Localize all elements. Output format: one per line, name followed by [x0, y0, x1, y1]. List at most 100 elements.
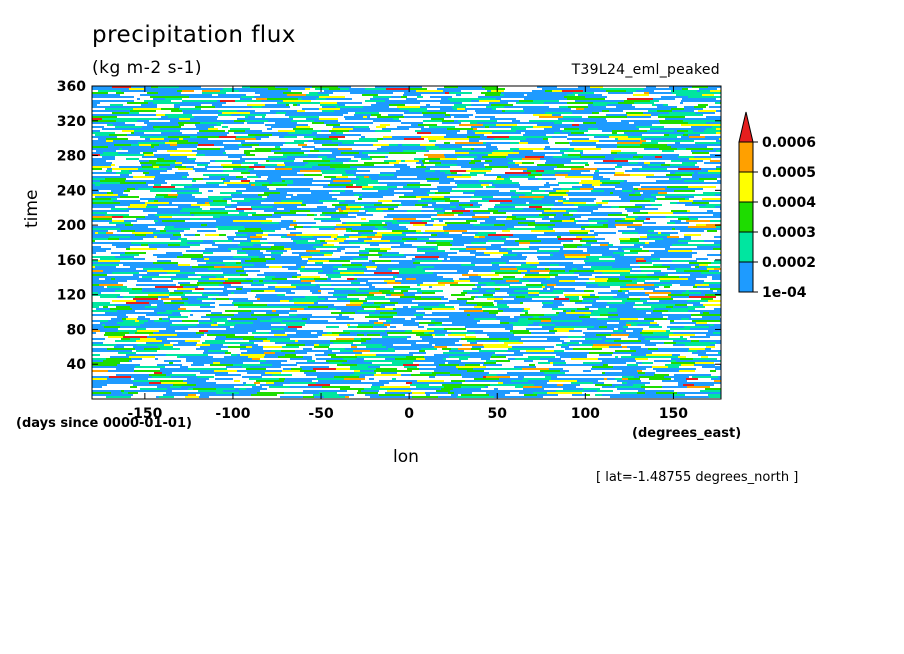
field-cell — [567, 282, 586, 284]
field-cell — [586, 242, 609, 244]
field-cell — [131, 144, 139, 146]
field-cell — [609, 282, 615, 284]
field-cell — [710, 344, 715, 346]
field-cell — [593, 102, 618, 104]
field-cell — [148, 214, 155, 216]
field-cell — [92, 180, 100, 182]
field-cell — [112, 272, 131, 274]
field-cell — [658, 282, 671, 284]
field-cell — [546, 182, 549, 184]
field-cell — [577, 246, 601, 248]
field-cell — [596, 202, 608, 204]
field-cell — [717, 290, 721, 292]
field-cell — [284, 136, 297, 138]
field-cell — [268, 234, 287, 236]
field-cell — [142, 150, 157, 152]
field-cell — [182, 100, 202, 102]
field-cell — [495, 288, 500, 290]
field-cell — [429, 126, 455, 128]
field-cell — [700, 274, 707, 276]
field-cell — [427, 328, 444, 330]
field-cell — [609, 276, 612, 278]
field-cell — [262, 180, 282, 182]
field-cell — [146, 314, 172, 316]
field-cell — [302, 202, 323, 204]
field-cell — [219, 136, 236, 138]
field-cell — [670, 220, 681, 222]
field-cell — [698, 110, 716, 112]
field-cell — [562, 158, 590, 160]
field-cell — [220, 148, 239, 150]
field-cell — [674, 378, 686, 380]
field-cell — [247, 176, 258, 178]
field-cell — [567, 94, 575, 96]
field-cell — [439, 146, 462, 148]
field-cell — [177, 144, 192, 146]
field-cell — [418, 124, 437, 126]
field-cell — [508, 358, 515, 360]
field-cell — [193, 362, 213, 364]
field-cell — [411, 318, 438, 320]
field-cell — [568, 134, 574, 136]
field-cell — [646, 222, 653, 224]
field-cell — [228, 320, 242, 322]
field-cell — [628, 336, 644, 338]
field-cell — [345, 170, 352, 172]
field-cell — [454, 120, 458, 122]
field-cell — [135, 188, 138, 190]
field-cell — [92, 132, 115, 134]
field-cell — [235, 388, 239, 390]
field-cell — [422, 100, 450, 102]
field-cell — [236, 234, 247, 236]
field-cell — [448, 252, 457, 254]
field-cell — [318, 272, 340, 274]
field-cell — [287, 306, 308, 308]
field-cell — [256, 380, 284, 382]
field-cell — [546, 252, 567, 254]
field-cell — [565, 270, 569, 272]
field-cell — [152, 88, 178, 90]
field-cell — [599, 298, 627, 300]
field-cell — [343, 210, 359, 212]
field-cell — [150, 190, 171, 192]
field-cell — [257, 298, 260, 300]
field-cell — [482, 86, 498, 88]
field-cell — [645, 372, 655, 374]
field-cell — [332, 332, 350, 334]
field-cell — [345, 396, 349, 398]
field-cell — [457, 108, 465, 110]
field-cell — [592, 154, 610, 156]
field-cell — [239, 190, 247, 192]
field-cell — [666, 174, 692, 176]
field-cell — [540, 358, 546, 360]
field-cell — [294, 226, 303, 228]
field-cell — [519, 242, 530, 244]
field-cell — [252, 282, 277, 284]
field-cell — [636, 362, 642, 364]
field-cell — [486, 146, 497, 148]
field-cell — [444, 136, 462, 138]
field-cell — [630, 200, 650, 202]
field-cell — [576, 374, 589, 376]
field-cell — [351, 282, 360, 284]
field-cell — [497, 334, 514, 336]
field-cell — [593, 310, 617, 312]
field-cell — [124, 390, 148, 392]
field-cell — [186, 358, 198, 360]
field-cell — [333, 266, 341, 268]
field-cell — [357, 392, 378, 394]
field-cell — [212, 292, 225, 294]
field-cell — [684, 326, 709, 328]
field-cell — [422, 92, 445, 94]
field-cell — [476, 396, 494, 398]
field-cell — [92, 142, 118, 144]
field-cell — [666, 216, 688, 218]
field-cell — [200, 140, 226, 142]
field-cell — [92, 328, 118, 330]
field-cell — [241, 352, 250, 354]
field-cell — [129, 320, 135, 322]
field-cell — [624, 246, 640, 248]
field-cell — [618, 328, 637, 330]
field-cell — [341, 266, 347, 268]
field-cell — [571, 168, 592, 170]
